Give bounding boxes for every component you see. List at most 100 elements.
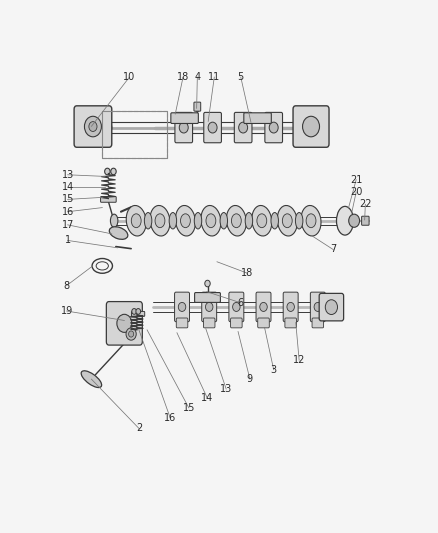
Ellipse shape [220,213,227,229]
FancyBboxPatch shape [311,292,325,322]
Text: 13: 13 [220,384,232,394]
Text: 10: 10 [124,72,135,82]
FancyBboxPatch shape [175,292,190,322]
FancyBboxPatch shape [194,293,220,302]
FancyBboxPatch shape [265,112,283,143]
Ellipse shape [231,214,241,228]
FancyBboxPatch shape [234,112,252,143]
Ellipse shape [283,214,292,228]
Circle shape [179,122,188,133]
Text: 14: 14 [201,393,214,403]
Text: 20: 20 [350,187,362,197]
FancyBboxPatch shape [194,102,201,111]
FancyBboxPatch shape [131,311,145,317]
Bar [102,111,167,158]
Ellipse shape [245,213,253,229]
FancyBboxPatch shape [202,292,217,322]
Text: 18: 18 [177,72,189,82]
Circle shape [89,122,97,132]
Ellipse shape [131,214,141,228]
Circle shape [208,122,217,133]
Ellipse shape [201,206,221,236]
FancyBboxPatch shape [204,112,222,143]
FancyBboxPatch shape [176,318,188,328]
FancyBboxPatch shape [256,292,271,322]
Circle shape [205,280,210,287]
Ellipse shape [110,214,118,227]
Text: 9: 9 [247,374,253,384]
Ellipse shape [277,206,297,236]
Text: 5: 5 [238,72,244,82]
Circle shape [178,302,186,311]
Circle shape [194,105,200,111]
Ellipse shape [155,214,165,228]
FancyBboxPatch shape [319,293,344,321]
FancyBboxPatch shape [258,318,269,328]
Text: 19: 19 [60,306,73,316]
Circle shape [349,214,360,227]
Text: 15: 15 [61,195,74,204]
Text: 1: 1 [64,236,71,245]
Text: 18: 18 [241,268,254,278]
Ellipse shape [271,213,279,229]
FancyBboxPatch shape [171,113,198,124]
Ellipse shape [206,214,216,228]
FancyBboxPatch shape [229,292,244,322]
Circle shape [303,116,319,137]
Circle shape [260,302,267,311]
Circle shape [129,331,134,337]
Circle shape [239,122,247,133]
Ellipse shape [103,121,112,134]
Circle shape [136,309,141,314]
Circle shape [132,309,137,314]
Text: 16: 16 [164,413,176,423]
Text: 22: 22 [359,199,371,209]
Circle shape [325,300,338,314]
Ellipse shape [81,371,102,387]
Ellipse shape [336,206,353,235]
Ellipse shape [180,214,191,228]
Text: 2: 2 [136,423,142,433]
Ellipse shape [252,206,272,236]
FancyBboxPatch shape [293,106,329,147]
Circle shape [269,122,278,133]
FancyBboxPatch shape [244,113,271,124]
Text: 13: 13 [61,170,74,180]
Ellipse shape [306,214,316,228]
FancyBboxPatch shape [175,112,193,143]
Text: 4: 4 [194,72,200,82]
Ellipse shape [145,213,152,229]
Ellipse shape [169,213,177,229]
Ellipse shape [295,213,303,229]
Circle shape [105,168,110,175]
FancyBboxPatch shape [203,318,215,328]
Text: 21: 21 [350,175,362,185]
Circle shape [111,168,116,175]
Ellipse shape [257,214,267,228]
Circle shape [205,302,213,311]
Text: 11: 11 [208,72,220,82]
Text: 17: 17 [61,220,74,230]
FancyBboxPatch shape [101,197,116,202]
FancyBboxPatch shape [283,292,298,322]
Ellipse shape [150,206,170,236]
Circle shape [126,328,136,340]
Text: 3: 3 [271,365,277,375]
FancyBboxPatch shape [74,106,112,147]
FancyBboxPatch shape [312,318,324,328]
Circle shape [287,302,294,311]
Bar [102,111,167,158]
Ellipse shape [226,206,246,236]
FancyBboxPatch shape [106,302,142,345]
Ellipse shape [110,227,128,239]
Text: 15: 15 [183,403,195,413]
Text: 6: 6 [238,298,244,308]
Text: 12: 12 [293,356,305,365]
Circle shape [233,302,240,311]
Circle shape [314,302,321,311]
FancyBboxPatch shape [362,216,369,225]
Ellipse shape [176,206,195,236]
Ellipse shape [301,206,321,236]
Ellipse shape [194,213,202,229]
Circle shape [85,116,102,137]
